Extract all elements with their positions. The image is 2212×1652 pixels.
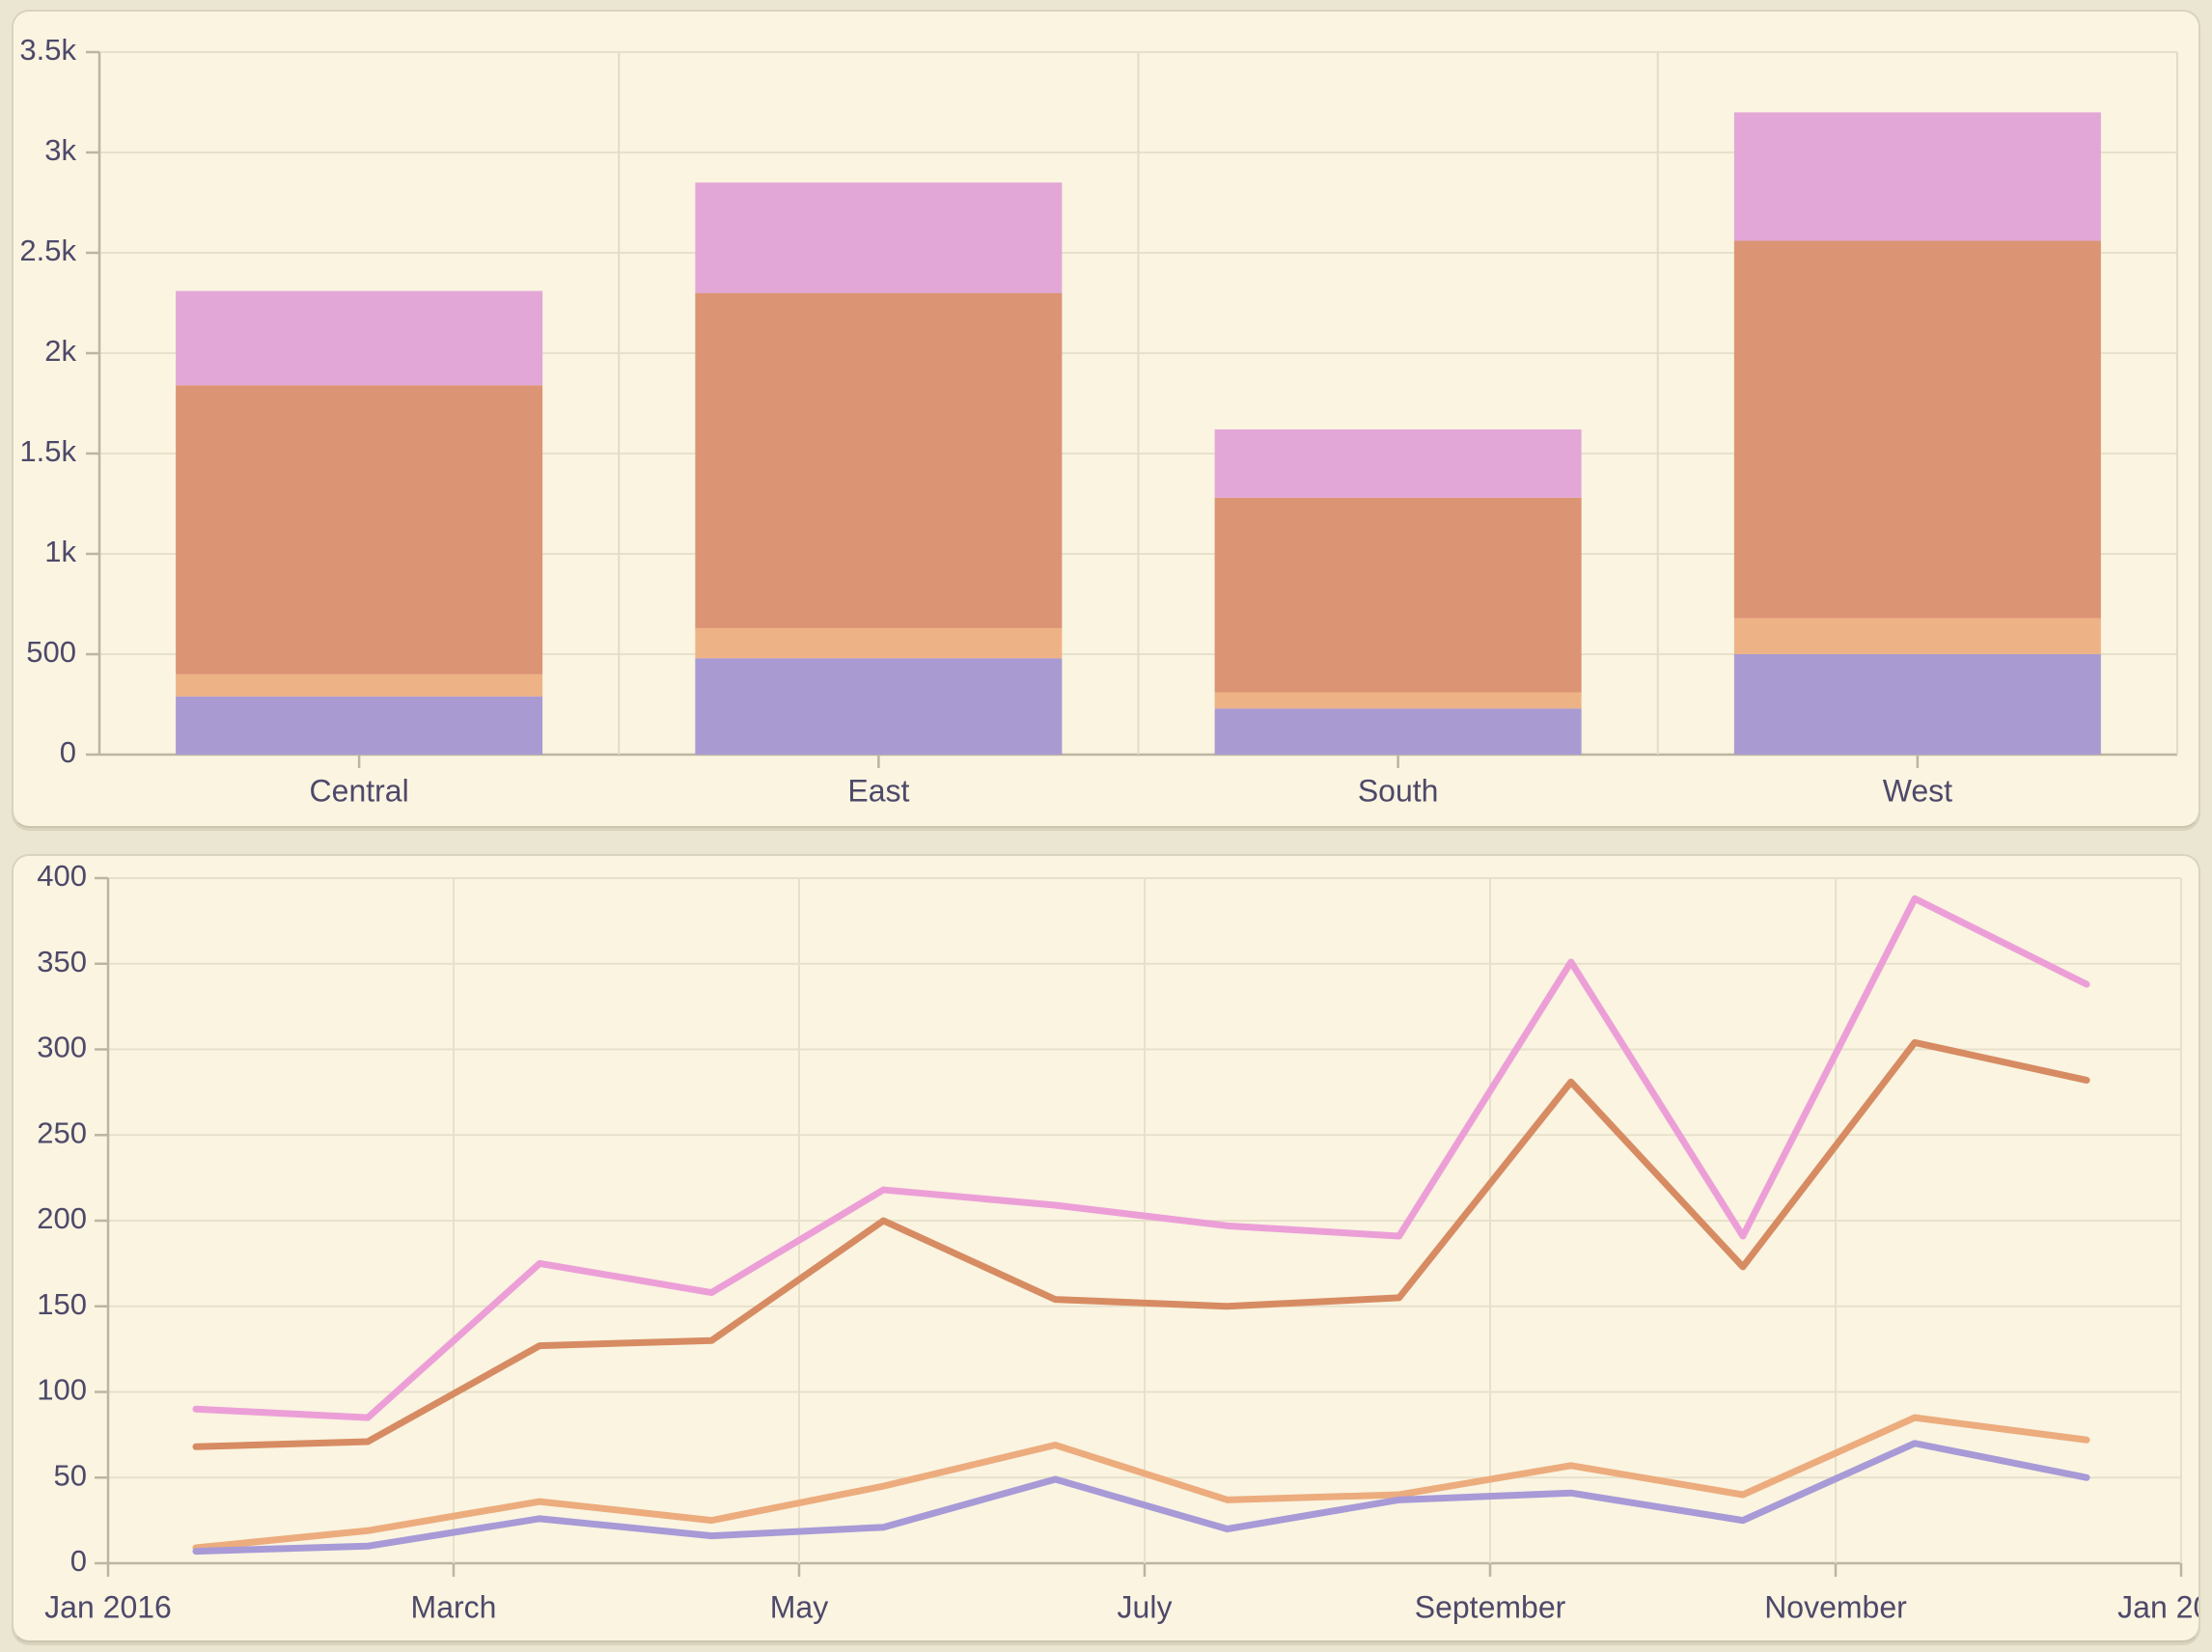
bar-segment-salmon-east[interactable]: [695, 292, 1063, 628]
y-tick-label: 100: [37, 1373, 87, 1407]
y-tick-label: 0: [60, 735, 76, 769]
bar-segment-light-orange-west[interactable]: [1733, 618, 2101, 654]
y-tick-label: 400: [37, 859, 87, 893]
y-tick-label: 2.5k: [19, 234, 76, 267]
x-tick-label: May: [770, 1589, 828, 1624]
line-series-salmon[interactable]: [192, 1038, 2090, 1450]
bar-segment-purple-south[interactable]: [1214, 708, 1582, 755]
bar-segment-salmon-west[interactable]: [1733, 240, 2101, 619]
bar-segment-salmon-south[interactable]: [1214, 497, 1582, 693]
y-tick-label: 150: [37, 1287, 87, 1321]
bar-segment-light-orange-south[interactable]: [1214, 692, 1582, 709]
y-tick-label: 3.5k: [19, 33, 76, 67]
bar-segment-salmon-central[interactable]: [176, 385, 543, 675]
y-tick-label: 1k: [44, 535, 76, 568]
y-tick-label: 3k: [44, 133, 76, 167]
line-series-purple[interactable]: [192, 1440, 2090, 1556]
bar-segment-purple-central[interactable]: [176, 696, 543, 755]
bar-segment-pink-south[interactable]: [1214, 429, 1582, 498]
line-series-pink[interactable]: [192, 895, 2090, 1421]
stacked-bar-chart-card: 0 500 1k 1.5k 2k 2.5k 3k 3.5k Central East South We…: [12, 10, 2200, 828]
y-tick-label: 1.5k: [19, 434, 76, 468]
x-tick-label: November: [1764, 1589, 1907, 1624]
x-tick-label: July: [1118, 1589, 1173, 1624]
x-tick-label: Jan 2017: [2117, 1589, 2198, 1624]
y-tick-label: 350: [37, 945, 87, 978]
x-category-label: Central: [310, 773, 409, 808]
x-category-label: South: [1358, 773, 1439, 808]
line-series-light-orange[interactable]: [192, 1414, 2090, 1552]
y-tick-label: 300: [37, 1031, 87, 1064]
x-tick-label: Jan 2016: [44, 1589, 172, 1624]
y-tick-label: 0: [70, 1544, 87, 1578]
x-tick-label: March: [411, 1589, 497, 1624]
line-chart-card: 0 50 100 150 200 250 300 350 400 Jan 2016 March May…: [12, 854, 2200, 1642]
y-tick-label: 500: [26, 635, 76, 669]
bar-segment-pink-east[interactable]: [695, 182, 1063, 293]
y-tick-label: 250: [37, 1115, 87, 1149]
stacked-bar-chart: 0 500 1k 1.5k 2k 2.5k 3k 3.5k Central East South We…: [19, 33, 2178, 808]
line-chart: 0 50 100 150 200 250 300 350 400 Jan 2016 March May…: [37, 859, 2198, 1624]
y-tick-label: 2k: [44, 334, 76, 368]
bar-segment-light-orange-east[interactable]: [695, 627, 1063, 659]
x-category-label: West: [1883, 773, 1952, 808]
bar-segment-pink-west[interactable]: [1733, 112, 2101, 241]
bar-segment-light-orange-central[interactable]: [176, 674, 543, 697]
bar-segment-pink-central[interactable]: [176, 290, 543, 386]
y-tick-label: 200: [37, 1201, 87, 1235]
bar-segment-purple-east[interactable]: [695, 658, 1063, 755]
x-category-label: East: [847, 773, 909, 808]
bar-segment-purple-west[interactable]: [1733, 654, 2101, 755]
y-tick-label: 50: [54, 1458, 87, 1492]
x-tick-label: September: [1415, 1589, 1566, 1624]
